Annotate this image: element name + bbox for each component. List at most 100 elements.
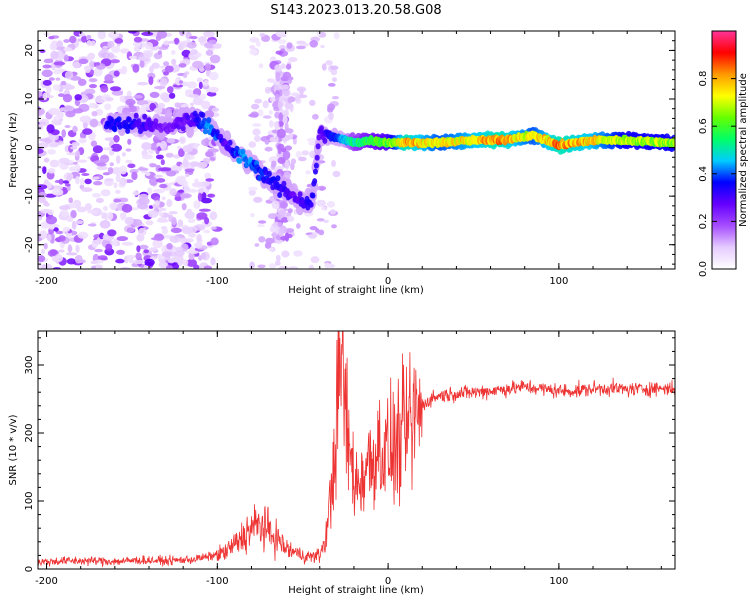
heatmap-cell-649: [141, 31, 154, 36]
heatmap-cell-303: [151, 62, 160, 69]
heatmap-cell-266: [190, 161, 200, 168]
heatmap-cell-852: [58, 157, 70, 164]
heatmap-cell-812: [50, 50, 59, 60]
heatmap-cell-317: [51, 185, 64, 190]
heatmap-cell-687: [189, 102, 195, 107]
heatmap-cell-616: [66, 252, 78, 256]
heatmap-cell-1943: [314, 154, 320, 161]
heatmap-cell-1105: [284, 145, 292, 151]
heatmap-cell-1010: [326, 201, 336, 208]
heatmap-cell-1058: [275, 254, 281, 262]
heatmap-cell-605: [119, 95, 126, 103]
heatmap-cell-1060: [254, 98, 263, 104]
heatmap-cell-667: [205, 151, 214, 158]
heatmap-cell-489: [126, 255, 136, 259]
heatmap-cell-787: [58, 93, 65, 97]
heatmap-cell-436: [205, 49, 214, 56]
heatmap-cell-799: [208, 39, 217, 44]
heatmap-cell-211: [109, 162, 114, 167]
heatmap-cell-1023: [309, 226, 318, 231]
heatmap-cell-1074: [319, 186, 325, 191]
heatmap-cell-1047: [253, 135, 261, 143]
heatmap-cell-180: [84, 88, 96, 95]
heatmap-cell-888: [157, 167, 169, 172]
heatmap-cell-1029: [331, 160, 336, 167]
heatmap-cell-634: [74, 164, 81, 173]
heatmap-cell-492: [87, 223, 97, 227]
heatmap-cell-1290: [186, 125, 194, 138]
heatmap-cell-751: [98, 50, 109, 59]
heatmap-cell-1206: [287, 208, 293, 214]
heatmap-cell-952: [248, 189, 256, 196]
heatmap-cell-898: [137, 197, 150, 206]
heatmap-cell-392: [110, 59, 120, 64]
heatmap-cell-1004: [268, 263, 277, 269]
heatmap-cell-311: [92, 145, 103, 154]
heatmap-cell-1001: [299, 88, 304, 97]
heatmap-cell-876: [182, 144, 193, 153]
heatmap-cell-264: [171, 262, 180, 269]
heatmap-cell-202: [89, 84, 97, 89]
heatmap-cell-435: [153, 174, 163, 178]
heatmap-cell-8: [138, 244, 149, 250]
heatmap-cell-1899: [277, 192, 283, 198]
heatmap-cell-855: [60, 209, 69, 218]
heatmap-cell-748: [113, 135, 120, 143]
heatmap-cell-776: [188, 252, 195, 260]
heatmap-cell-547: [68, 166, 77, 172]
heatmap-cell-494: [132, 41, 141, 47]
heatmap-cell-669: [79, 178, 85, 186]
heatmap-cell-1812: [202, 128, 208, 135]
heatmap-cell-711: [163, 71, 169, 76]
heatmap-cell-727: [171, 216, 177, 226]
heatmap-cell-265: [163, 40, 170, 46]
heatmap-cell-528: [119, 177, 128, 186]
heatmap-cell-1942: [313, 162, 319, 169]
heatmap-cell-535: [69, 35, 77, 44]
heatmap-cell-268: [152, 239, 163, 249]
heatmap-cell-780: [75, 244, 80, 253]
heatmap-cell-1199: [269, 136, 279, 143]
heatmap-cell-483: [189, 49, 198, 55]
heatmap-cell-630: [42, 64, 52, 69]
heatmap-cell-734: [159, 183, 168, 189]
heatmap-cell-824: [100, 189, 111, 197]
heatmap-cell-473: [137, 167, 149, 171]
heatmap-cell-792: [62, 93, 73, 103]
heatmap-cell-539: [204, 172, 212, 179]
heatmap-cell-850: [38, 142, 49, 149]
heatmap-cell-1175: [275, 72, 281, 82]
heatmap-cell-578: [126, 227, 134, 233]
heatmap-cell-1936: [308, 201, 314, 208]
heatmap-cell-1016: [320, 44, 325, 49]
heatmap-cell-1070: [293, 250, 303, 257]
heatmap-cell-1211: [277, 143, 285, 151]
heatmap-cell-1053: [249, 48, 258, 56]
heatmap-cell-445: [64, 83, 72, 91]
heatmap-cell-1096: [285, 228, 295, 233]
heatmap-cell-439: [160, 159, 165, 166]
heatmap-cell-502: [133, 95, 143, 99]
heatmap-cell-1272: [164, 108, 173, 120]
heatmap-cell-269: [168, 40, 175, 44]
heatmap-cell-125: [137, 81, 149, 86]
heatmap-cell-803: [166, 243, 173, 250]
heatmap-cell-1052: [327, 103, 336, 111]
heatmap-cell-1036: [249, 45, 256, 50]
heatmap-cell-508: [131, 171, 138, 181]
heatmap-cell-844: [159, 78, 168, 87]
heatmap-cell-1203: [277, 100, 283, 110]
heatmap-cell-930: [331, 96, 339, 100]
heatmap-cell-831: [145, 220, 154, 226]
heatmap-cell-992: [305, 170, 311, 175]
heatmap-cell-719: [90, 260, 99, 265]
heatmap-cell-577: [64, 125, 71, 128]
heatmap-cell-336: [76, 206, 87, 213]
heatmap-cell-73: [198, 36, 207, 44]
heatmap-cell-766: [204, 217, 210, 225]
heatmap-cell-909: [269, 120, 274, 128]
heatmap-cell-932: [257, 224, 265, 228]
heatmap-cell-788: [148, 76, 154, 86]
heatmap-cell-9: [102, 172, 111, 176]
